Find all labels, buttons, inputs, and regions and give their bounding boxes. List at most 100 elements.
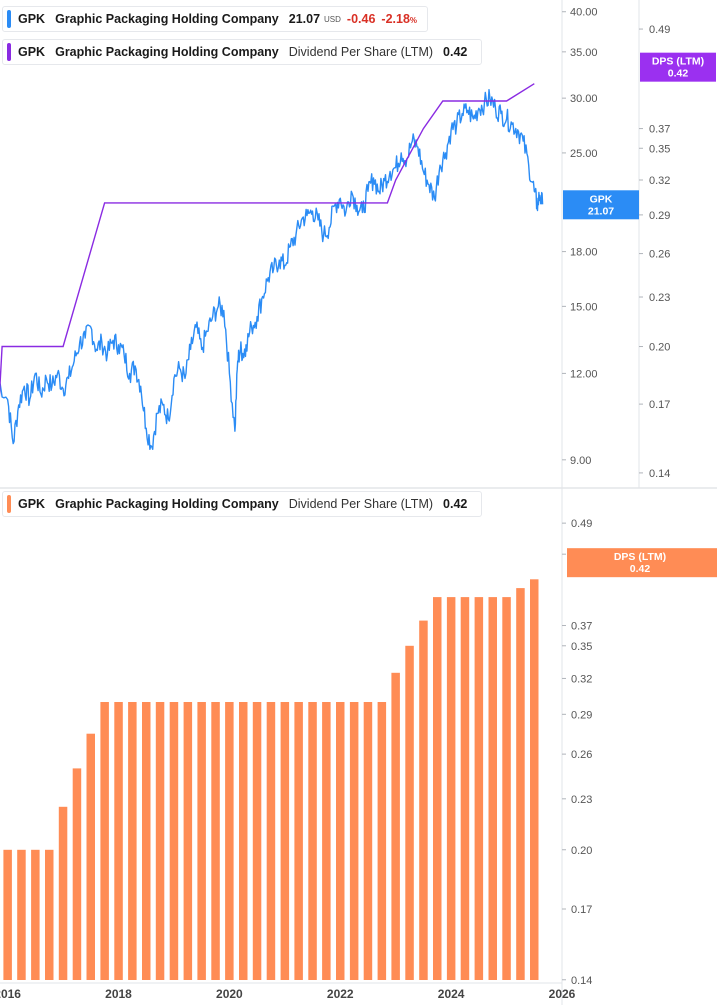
x-axis-tick-label: 2018: [105, 987, 132, 1001]
price-axis-tick-label: 30.00: [570, 93, 598, 105]
dps-bar: [502, 597, 511, 980]
dps-bar: [419, 620, 428, 980]
dps-bar: [405, 645, 414, 980]
dps-top-legend-ticker: GPK: [18, 45, 46, 59]
x-axis-tick-label: 2026: [549, 987, 576, 1001]
dps-bar: [128, 702, 137, 980]
dps-axis-tick-label: 0.49: [649, 24, 670, 36]
price-legend-company: Graphic Packaging Holding Company: [55, 12, 279, 26]
bar-axis-tick-label: 0.20: [571, 845, 592, 857]
price-legend-pct-sign: %: [409, 16, 418, 25]
dps-bar: [197, 702, 206, 980]
dps-bottom-legend-company: Graphic Packaging Holding Company: [55, 497, 279, 511]
dps-bottom-legend-ticker: GPK: [18, 497, 46, 511]
dps-top-legend-swatch: [7, 43, 11, 61]
dps-bar: [280, 702, 290, 980]
dps-bar: [488, 597, 497, 980]
dps-bar: [349, 702, 359, 980]
gpk-price-tag-label: GPK: [590, 193, 613, 205]
dps-bar: [45, 849, 54, 980]
dps-top-tag: [640, 52, 716, 82]
x-axis-tick-label: 2020: [216, 987, 243, 1001]
dps-bar: [460, 597, 470, 980]
price-legend-swatch: [7, 10, 11, 28]
dps-bottom-tag: [567, 548, 717, 578]
dps-bar: [155, 702, 165, 980]
dps-top-legend-metric: Dividend Per Share (LTM): [288, 45, 434, 59]
dps-bar: [322, 702, 331, 980]
dps-bar: [516, 588, 525, 980]
dps-bar: [183, 702, 193, 980]
bar-axis-tick-label: 0.49: [571, 518, 592, 530]
price-plot-area: [0, 83, 544, 450]
gpk-price-tag-value: 21.07: [588, 205, 614, 217]
dps-axis-tick-label: 0.29: [649, 210, 670, 222]
dps-bar: [169, 702, 179, 980]
price-axis-tick-label: 15.00: [570, 301, 598, 313]
dps-bar: [294, 702, 303, 980]
price-legend-currency: USD: [324, 14, 341, 24]
dps-bar: [58, 806, 68, 980]
dps-bottom-legend-value: 0.42: [443, 497, 468, 511]
dps-bar: [377, 702, 387, 980]
dps-top-legend[interactable]: GPK Graphic Packaging Holding Company Di…: [2, 39, 483, 65]
bar-axis-tick-label: 0.37: [571, 621, 592, 633]
price-legend-change-pct: -2.18%: [381, 12, 418, 26]
dps-bar: [308, 702, 317, 980]
dps-bottom-legend-swatch: [7, 495, 11, 513]
dps-ltm-line: [0, 83, 535, 398]
dps-axis-tick-label: 0.20: [649, 342, 670, 354]
dps-top-tag-label: DPS (LTM): [652, 56, 704, 68]
gpk-price-tag: [563, 190, 639, 220]
x-axis-tick-label: 2022: [327, 987, 354, 1001]
bar-axis-tick-label: 0.14: [571, 975, 592, 987]
dps-bar: [225, 702, 234, 980]
dps-bar: [433, 597, 442, 980]
dps-bar: [72, 768, 82, 980]
dps-bar: [31, 849, 40, 980]
price-legend-price: 21.07: [288, 12, 321, 26]
dps-axis-tick-label: 0.37: [649, 124, 670, 136]
dps-top-legend-value: 0.42: [443, 45, 468, 59]
dps-bar: [17, 849, 26, 980]
dps-bar-plot-area: [3, 579, 539, 980]
dps-bar: [266, 702, 276, 980]
bar-axis-tick-label: 0.35: [571, 641, 592, 653]
gpk-price-line: [0, 89, 544, 450]
dps-axis-tick-label: 0.14: [649, 468, 670, 480]
dps-axis-tick-label: 0.35: [649, 143, 670, 155]
price-axis-tick-label: 40.00: [570, 7, 598, 19]
bar-axis-tick-label: 0.29: [571, 709, 592, 721]
price-legend[interactable]: GPK Graphic Packaging Holding Company 21…: [2, 6, 429, 32]
dps-bottom-legend[interactable]: GPK Graphic Packaging Holding Company Di…: [2, 491, 483, 517]
dps-bar: [474, 597, 484, 980]
dps-bar: [114, 702, 123, 980]
dps-top-tag-value: 0.42: [668, 68, 689, 80]
dps-bar: [391, 672, 400, 980]
x-axis-tick-label: 2024: [438, 987, 465, 1001]
dps-bar: [100, 702, 109, 980]
price-axis-tick-label: 9.00: [570, 455, 591, 467]
dps-bar: [3, 849, 12, 980]
dps-axis-tick-label: 0.23: [649, 292, 670, 304]
dps-bar: [530, 579, 539, 980]
bar-axis-tick-label: 0.32: [571, 673, 592, 685]
price-axis-tick-label: 25.00: [570, 148, 598, 160]
price-axis-tick-label: 12.00: [570, 368, 598, 380]
dps-top-legend-company: Graphic Packaging Holding Company: [55, 45, 279, 59]
price-legend-change: -0.46: [346, 12, 376, 26]
dps-bar: [86, 733, 95, 980]
dps-bar: [211, 702, 220, 980]
bar-axis-tick-label: 0.17: [571, 904, 592, 916]
dps-bar: [336, 702, 345, 980]
dps-axis-tick-label: 0.32: [649, 175, 670, 187]
dps-axis-tick-label: 0.26: [649, 249, 670, 261]
price-axis-tick-label: 35.00: [570, 47, 598, 59]
dps-bar: [252, 702, 262, 980]
bar-axis-tick-label: 0.23: [571, 794, 592, 806]
dps-bar: [363, 702, 373, 980]
dps-bottom-tag-label: DPS (LTM): [614, 551, 666, 563]
dps-bottom-legend-metric: Dividend Per Share (LTM): [288, 497, 434, 511]
